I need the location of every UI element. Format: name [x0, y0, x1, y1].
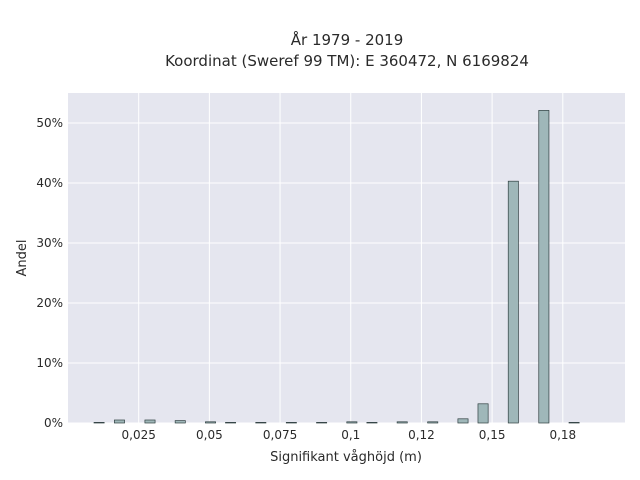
histogram-bar — [346, 421, 358, 424]
y-tick-label: 40% — [36, 176, 63, 190]
x-tick-label: 0,05 — [196, 428, 223, 442]
y-axis-label: Andel — [15, 240, 30, 277]
x-axis-label: Signifikant våghöjd (m) — [270, 450, 422, 465]
histogram-bar — [366, 422, 378, 424]
histogram-bar — [396, 421, 408, 424]
x-tick-label: 0,1 — [341, 428, 360, 442]
histogram-bar — [316, 422, 328, 424]
histogram-bar — [255, 422, 267, 424]
bars — [93, 110, 580, 424]
histogram-bar — [477, 403, 489, 424]
histogram-bar — [205, 421, 216, 424]
x-tick-label: 0,12 — [408, 428, 435, 442]
histogram-bar — [285, 422, 297, 424]
x-tick-label: 0,025 — [122, 428, 156, 442]
histogram-bar — [144, 419, 156, 424]
x-axis-ticks: 0,025 0,05 0,075 0,1 0,12 0,15 0,18 — [122, 428, 577, 442]
grid — [68, 93, 625, 424]
chart-title-line2: Koordinat (Sweref 99 TM): E 360472, N 61… — [165, 52, 529, 70]
histogram-bar — [93, 422, 105, 424]
histogram-bar — [507, 180, 519, 424]
x-tick-label: 0,18 — [549, 428, 576, 442]
x-tick-label: 0,15 — [479, 428, 506, 442]
y-tick-label: 0% — [44, 416, 63, 430]
chart-title-line1: År 1979 - 2019 — [291, 30, 404, 49]
y-tick-label: 10% — [36, 356, 63, 370]
histogram-bar — [174, 420, 186, 424]
histogram-bar — [538, 110, 550, 424]
histogram-bar — [225, 422, 237, 424]
histogram-bar — [568, 422, 580, 424]
plot-background — [68, 93, 625, 423]
x-tick-label: 0,075 — [263, 428, 297, 442]
y-tick-label: 20% — [36, 296, 63, 310]
histogram-bar — [114, 419, 125, 424]
y-tick-label: 50% — [36, 116, 63, 130]
y-tick-label: 30% — [36, 236, 63, 250]
y-axis-ticks: 0% 10% 20% 30% 40% 50% — [36, 116, 63, 430]
histogram-bar — [427, 421, 439, 424]
histogram-bar — [457, 418, 469, 424]
